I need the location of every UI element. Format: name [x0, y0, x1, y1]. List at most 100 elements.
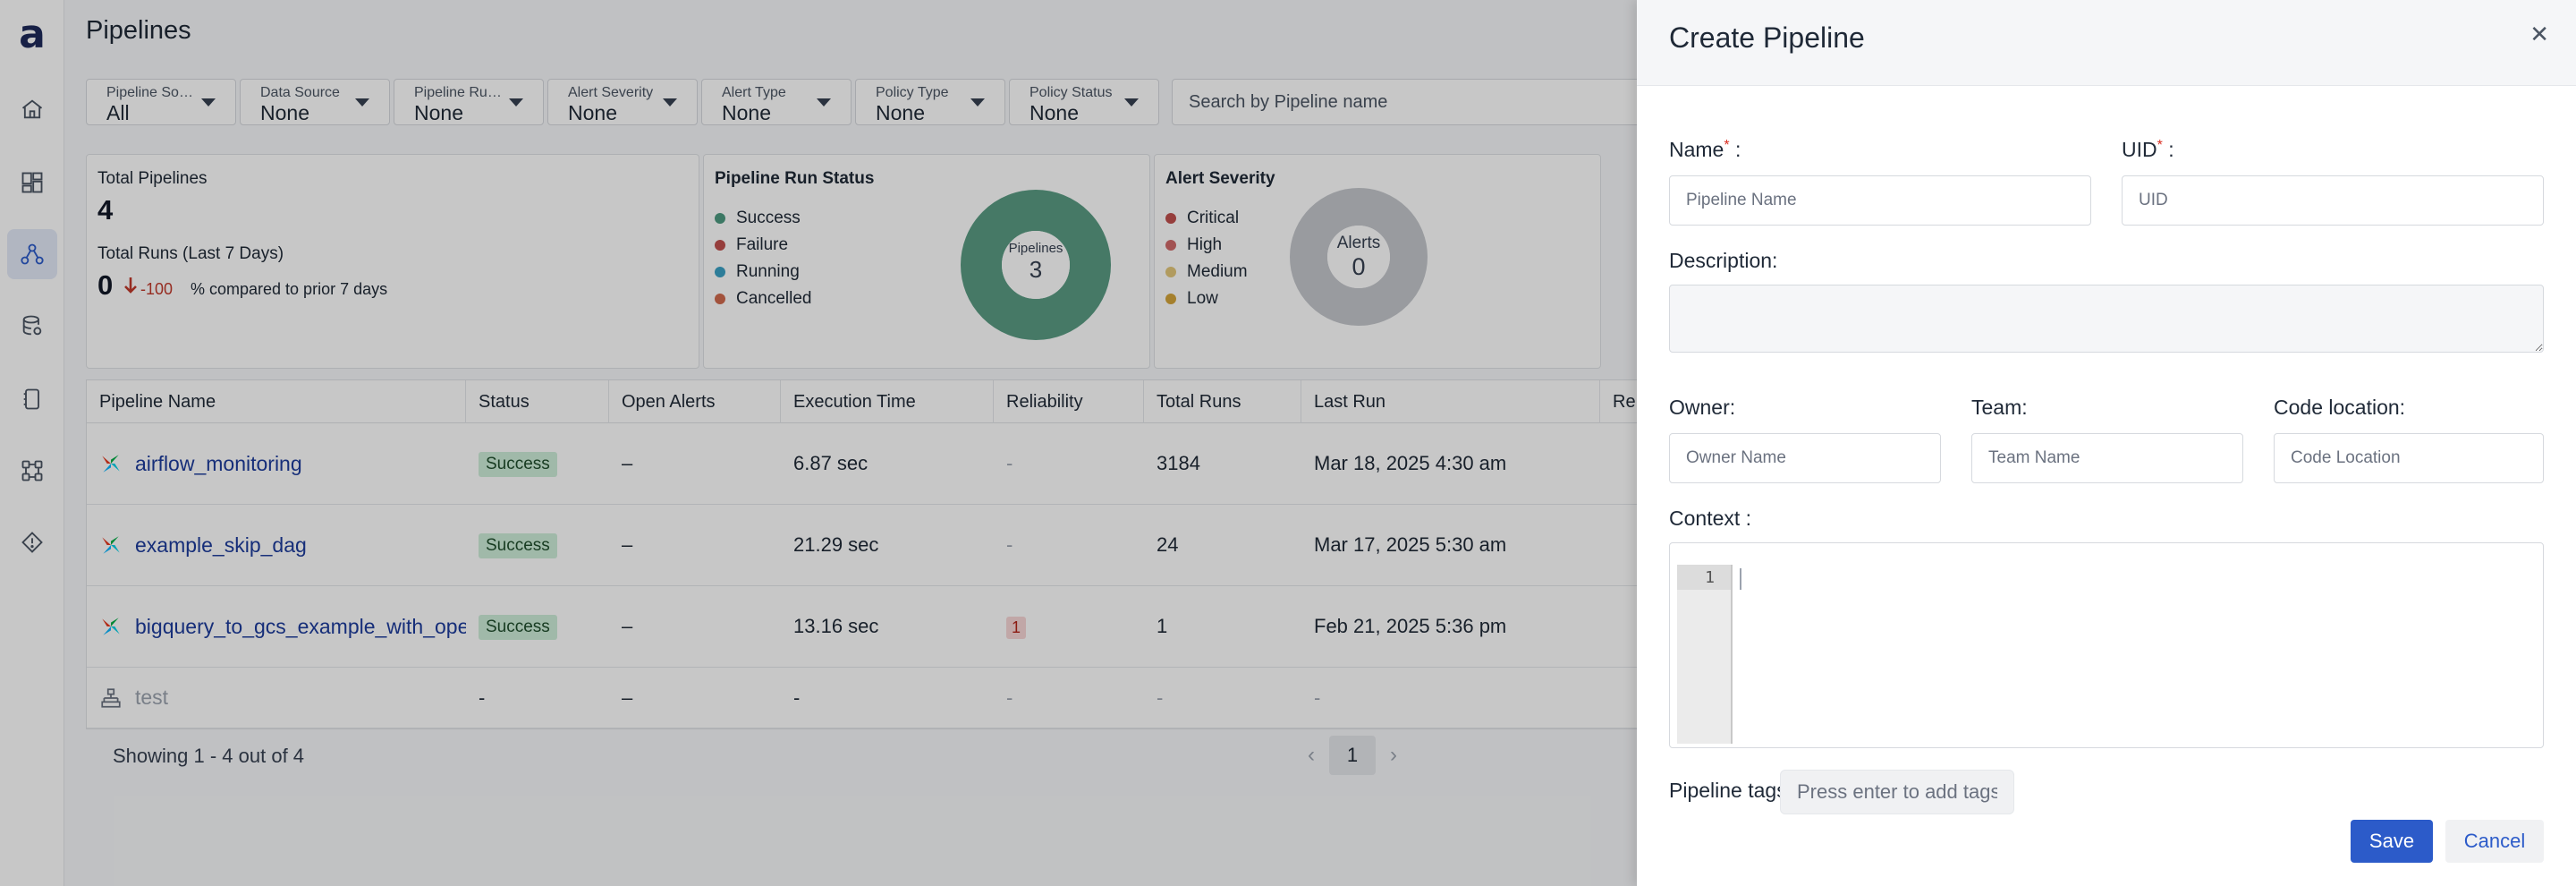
description-label: Description: [1669, 249, 1778, 272]
open-alerts-cell: – [622, 533, 633, 556]
nav-home[interactable] [7, 84, 57, 134]
chevron-left-icon[interactable]: ‹ [1308, 743, 1315, 767]
close-icon[interactable]: ✕ [2529, 21, 2549, 48]
owner-input[interactable] [1669, 433, 1941, 483]
uid-input[interactable] [2122, 175, 2544, 226]
column-header[interactable]: Last Run [1301, 380, 1600, 423]
column-header[interactable]: Execution Time [781, 380, 994, 423]
donut-center-label: Pipelines [1008, 241, 1063, 256]
filter-bar: Pipeline Source All Data Source None Pip… [86, 79, 1159, 125]
context-code-editor[interactable]: 1 [1669, 542, 2544, 748]
required-mark: * [1724, 138, 1730, 153]
pipeline-name-link[interactable]: bigquery_to_gcs_example_with_operators [135, 614, 466, 638]
status-cell: Success [466, 451, 609, 477]
pipeline-search-input[interactable] [1172, 79, 1673, 125]
label-colon: : [1729, 138, 1741, 161]
pipeline-name-link[interactable]: test [135, 686, 169, 709]
donut-center: Alerts 0 [1323, 234, 1394, 281]
nav-reports[interactable] [7, 374, 57, 424]
legend-item: Critical [1165, 205, 1248, 232]
chevron-right-icon[interactable]: › [1390, 743, 1397, 767]
pipeline-name-cell: bigquery_to_gcs_example_with_operators [87, 615, 466, 639]
run-status-donut [961, 190, 1111, 340]
filter-pipeline-source[interactable]: Pipeline Source All [86, 79, 236, 125]
nav-integrations[interactable] [7, 446, 57, 496]
donut-center-value: 3 [1029, 256, 1043, 283]
summary-card: Total Pipelines 4 Total Runs (Last 7 Day… [86, 154, 699, 369]
reliability-cell: - [1006, 533, 1013, 556]
required-mark: * [2157, 138, 2163, 153]
reliability-badge: 1 [1006, 616, 1027, 639]
nav-data-sources[interactable] [7, 301, 57, 351]
pipeline-tags-input[interactable] [1780, 770, 2014, 814]
total-pipelines-value: 4 [97, 194, 114, 226]
pipeline-name-link[interactable]: airflow_monitoring [135, 451, 302, 475]
filter-value: None [722, 101, 771, 124]
legend-label: Running [736, 262, 800, 281]
code-location-input[interactable] [2274, 433, 2544, 483]
execution-time-cell: - [793, 686, 801, 709]
table-row[interactable]: test - – - - - - [87, 668, 1713, 728]
legend-dot [715, 267, 725, 277]
reports-icon [23, 388, 39, 410]
pagination: ‹ 1 › [1308, 736, 1397, 775]
label-text: Name [1669, 138, 1724, 161]
legend-dot [1165, 240, 1176, 251]
filter-pipeline-run-status[interactable]: Pipeline Run Status None [394, 79, 544, 125]
execution-time-cell: 6.87 sec [793, 452, 869, 474]
legend-item: Medium [1165, 259, 1248, 285]
airflow-icon [102, 618, 120, 635]
column-header[interactable]: Re [1613, 392, 1636, 412]
column-header[interactable]: Status [466, 380, 609, 423]
create-pipeline-drawer: Create Pipeline ✕ Name* : UID* : Descrip… [1637, 0, 2576, 886]
filter-alert-type[interactable]: Alert Type None [701, 79, 852, 125]
pipeline-name-cell: test [87, 686, 466, 710]
pipeline-name-link[interactable]: example_skip_dag [135, 532, 307, 557]
filter-value: None [414, 101, 463, 124]
page-title: Pipelines [86, 16, 191, 45]
last-run-cell: Mar 17, 2025 5:30 am [1314, 533, 1507, 556]
column-header[interactable]: Reliability [994, 380, 1144, 423]
total-pipelines-label: Total Pipelines [97, 169, 208, 188]
filter-alert-severity[interactable]: Alert Severity None [547, 79, 698, 125]
main-content: Pipelines Pipeline Source All Data Sourc… [64, 0, 2576, 886]
caret-down-icon [663, 98, 677, 106]
generic-pipeline-icon [101, 687, 121, 708]
table-row[interactable]: bigquery_to_gcs_example_with_operators S… [87, 586, 1713, 668]
filter-data-source[interactable]: Data Source None [240, 79, 390, 125]
context-label: Context : [1669, 507, 1752, 530]
filter-policy-type[interactable]: Policy Type None [855, 79, 1005, 125]
nav-dashboard[interactable] [7, 158, 57, 208]
legend-label: Medium [1187, 262, 1248, 281]
table-row[interactable]: example_skip_dag Success – 21.29 sec - 2… [87, 505, 1713, 586]
last-run-cell: - [1314, 686, 1321, 709]
legend-dot [715, 213, 725, 224]
caret-down-icon [201, 98, 216, 106]
open-alerts-cell: – [622, 452, 633, 474]
pipeline-name-input[interactable] [1669, 175, 2091, 226]
legend-dot [715, 294, 725, 304]
cancel-button[interactable]: Cancel [2445, 820, 2544, 863]
column-header[interactable]: Open Alerts [609, 380, 781, 423]
nav-pipelines[interactable] [7, 229, 57, 279]
legend-dot [1165, 267, 1176, 277]
team-label: Team: [1971, 396, 2028, 419]
table-row[interactable]: airflow_monitoring Success – 6.87 sec - … [87, 423, 1713, 505]
column-header[interactable]: Total Runs [1144, 380, 1301, 423]
database-icon [22, 315, 42, 336]
donut-ring-empty [1290, 188, 1428, 326]
description-textarea[interactable] [1669, 285, 2544, 353]
nav-alerts[interactable] [7, 517, 57, 567]
page-number-button[interactable]: 1 [1329, 736, 1376, 775]
airflow-icon [102, 455, 120, 473]
legend-item: Low [1165, 285, 1248, 312]
airflow-icon [102, 536, 120, 554]
team-input[interactable] [1971, 433, 2243, 483]
app-logo[interactable]: a [19, 12, 46, 57]
save-button[interactable]: Save [2351, 820, 2433, 863]
legend-item: High [1165, 232, 1248, 259]
filter-policy-status[interactable]: Policy Status None [1009, 79, 1159, 125]
modal-backdrop[interactable] [0, 0, 1637, 886]
column-header[interactable]: Pipeline Name [87, 380, 466, 423]
status-badge: Success [479, 614, 557, 640]
